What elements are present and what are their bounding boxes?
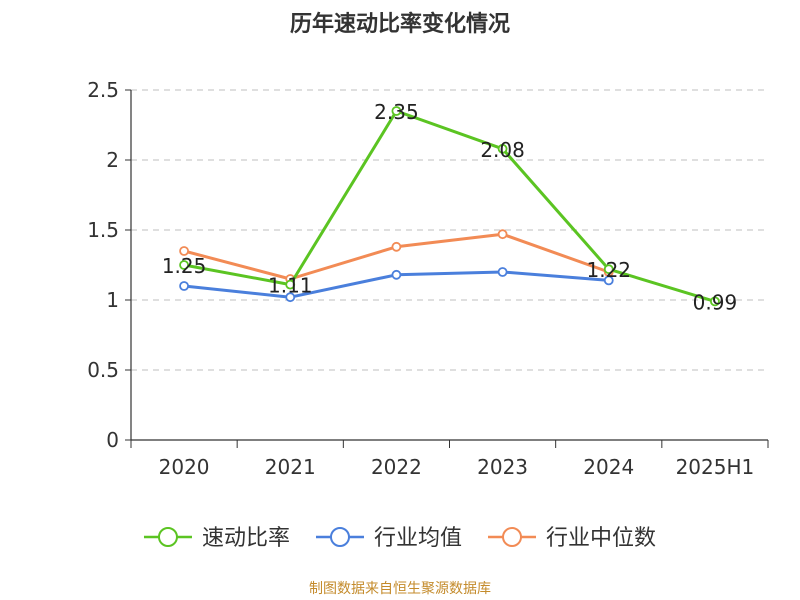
y-axis-ticks: 0 0.5 1 1.5 2 2.5 xyxy=(87,78,131,452)
y-tick-label: 0 xyxy=(106,428,119,452)
y-tick-label: 1 xyxy=(106,288,119,312)
data-label: 1.25 xyxy=(162,254,207,278)
chart-title: 历年速动比率变化情况 xyxy=(289,12,510,37)
data-point[interactable] xyxy=(497,267,508,277)
y-tick-label: 2 xyxy=(106,148,119,172)
data-point[interactable] xyxy=(285,292,296,303)
data-point[interactable] xyxy=(497,143,508,154)
x-tick-label: 2025H1 xyxy=(676,455,755,479)
data-label: 2.35 xyxy=(374,100,419,124)
legend-item[interactable]: 速动比率 xyxy=(143,526,290,551)
data-point[interactable] xyxy=(179,260,189,270)
legend-swatch-marker xyxy=(329,527,350,547)
data-label: 0.99 xyxy=(693,290,738,314)
data-point[interactable] xyxy=(285,279,296,290)
legend-label: 行业中位数 xyxy=(546,526,656,551)
data-point[interactable] xyxy=(391,241,402,252)
data-source-note: 制图数据来自恒生聚源数据库 xyxy=(309,581,491,597)
data-point[interactable] xyxy=(179,246,189,256)
data-label: 2.08 xyxy=(480,138,525,162)
data-point[interactable] xyxy=(391,106,402,116)
data-point[interactable] xyxy=(603,275,614,286)
x-tick-label: 2020 xyxy=(159,455,210,479)
x-tick-label: 2021 xyxy=(265,455,316,479)
data-point[interactable] xyxy=(603,264,614,275)
data-point[interactable] xyxy=(710,296,720,307)
legend-item[interactable]: 行业中位数 xyxy=(488,526,656,551)
legend-label: 行业均值 xyxy=(374,526,462,551)
x-tick-label: 2022 xyxy=(371,455,422,479)
data-labels: 1.25 1.11 2.35 2.08 1.22 0.99 xyxy=(162,100,737,314)
legend-swatch-marker xyxy=(157,527,178,547)
data-point[interactable] xyxy=(179,281,189,291)
x-tick-label: 2023 xyxy=(477,455,528,479)
y-tick-label: 0.5 xyxy=(87,358,119,382)
legend-swatch-marker xyxy=(502,527,523,547)
y-tick-label: 2.5 xyxy=(87,78,119,102)
data-label: 1.11 xyxy=(268,274,313,298)
data-label: 1.22 xyxy=(586,258,631,282)
grid-lines xyxy=(131,89,768,371)
y-tick-label: 1.5 xyxy=(87,218,119,242)
legend-label: 速动比率 xyxy=(202,526,290,551)
data-point[interactable] xyxy=(391,269,402,280)
legend-item[interactable]: 行业均值 xyxy=(315,526,462,551)
series-line xyxy=(183,109,716,303)
data-point[interactable] xyxy=(497,229,508,240)
series-lines xyxy=(179,106,720,307)
axes xyxy=(130,90,768,441)
legend[interactable]: 速动比率 行业均值 行业中位数 xyxy=(143,526,656,551)
x-tick-label: 2024 xyxy=(583,455,634,479)
x-axis-ticks: 2020 2021 2022 2023 2024 2025H1 xyxy=(130,440,769,479)
